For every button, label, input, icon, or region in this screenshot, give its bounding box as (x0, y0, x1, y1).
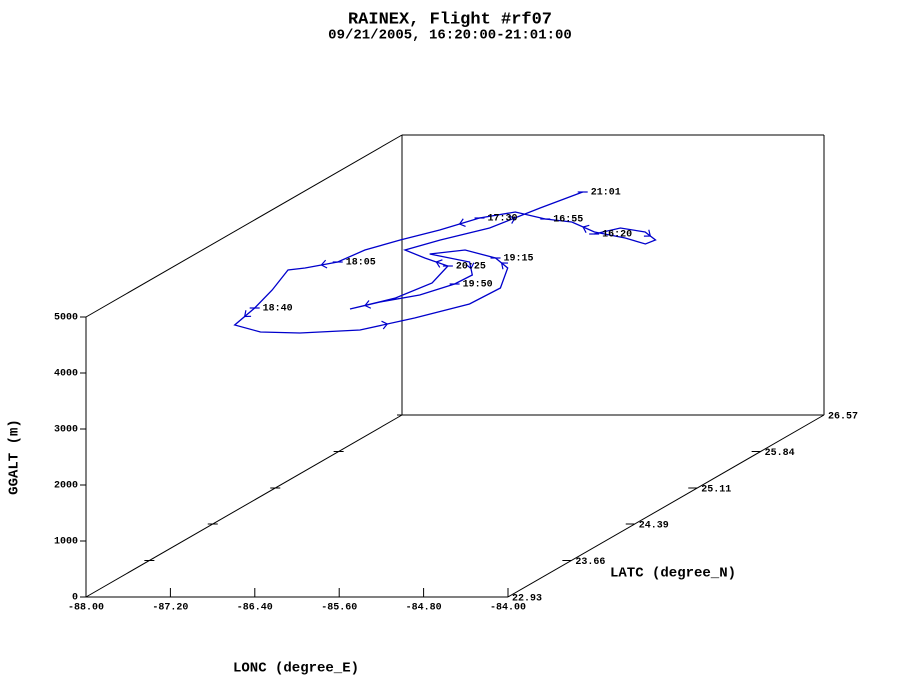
y-tick-label: 25.84 (765, 448, 795, 459)
x-axis-title: LONC (degree_E) (233, 661, 359, 677)
x-tick-label: -84.80 (406, 603, 442, 614)
box-edge (85, 134, 403, 318)
y-tick-label: 26.57 (828, 412, 858, 423)
y-tick-label: 25.11 (701, 485, 731, 496)
z-tick-label: 3000 (54, 425, 78, 436)
x-tick-label: -86.40 (237, 603, 273, 614)
direction-arrow (320, 259, 328, 269)
chart-subtitle: 09/21/2005, 16:20:00-21:01:00 (328, 28, 572, 44)
y-tick-label: 23.66 (575, 557, 605, 568)
direction-arrow (458, 218, 466, 227)
time-label: 16:20 (602, 230, 632, 241)
direction-arrow (643, 229, 652, 237)
flight-track (233, 191, 657, 334)
x-tick-label: -87.20 (152, 603, 188, 614)
direction-arrow (465, 262, 475, 270)
time-label: 19:15 (504, 254, 534, 265)
x-tick-label: -85.60 (321, 603, 357, 614)
time-label: 19:50 (463, 280, 493, 291)
time-label: 21:01 (591, 188, 621, 199)
y-axis-title: LATC (degree_N) (610, 566, 736, 582)
x-tick-label: -88.00 (68, 603, 104, 614)
box-edge (85, 414, 403, 598)
y-tick-label: 22.93 (512, 594, 542, 605)
time-label: 16:55 (553, 215, 583, 226)
z-tick-label: 2000 (54, 481, 78, 492)
direction-arrow (364, 300, 372, 309)
box-edge (507, 414, 825, 598)
direction-arrow (381, 320, 389, 330)
direction-arrow (243, 310, 252, 318)
time-label: 18:05 (346, 258, 376, 269)
direction-arrow (500, 262, 509, 270)
z-tick-label: 5000 (54, 313, 78, 324)
z-tick-label: 1000 (54, 537, 78, 548)
time-label: 18:40 (263, 304, 293, 315)
z-axis-title: GGALT (m) (7, 419, 23, 495)
time-label: 17:30 (488, 214, 518, 225)
direction-arrow (508, 215, 516, 224)
time-label: 20:25 (456, 262, 486, 273)
y-tick-label: 24.39 (639, 521, 669, 532)
z-tick-label: 4000 (54, 369, 78, 380)
x-tick-label: -84.00 (490, 603, 526, 614)
direction-arrow (435, 259, 443, 268)
z-tick-label: 0 (72, 593, 78, 604)
chart-title: RAINEX, Flight #rf07 (348, 10, 552, 29)
direction-arrow (582, 224, 590, 233)
